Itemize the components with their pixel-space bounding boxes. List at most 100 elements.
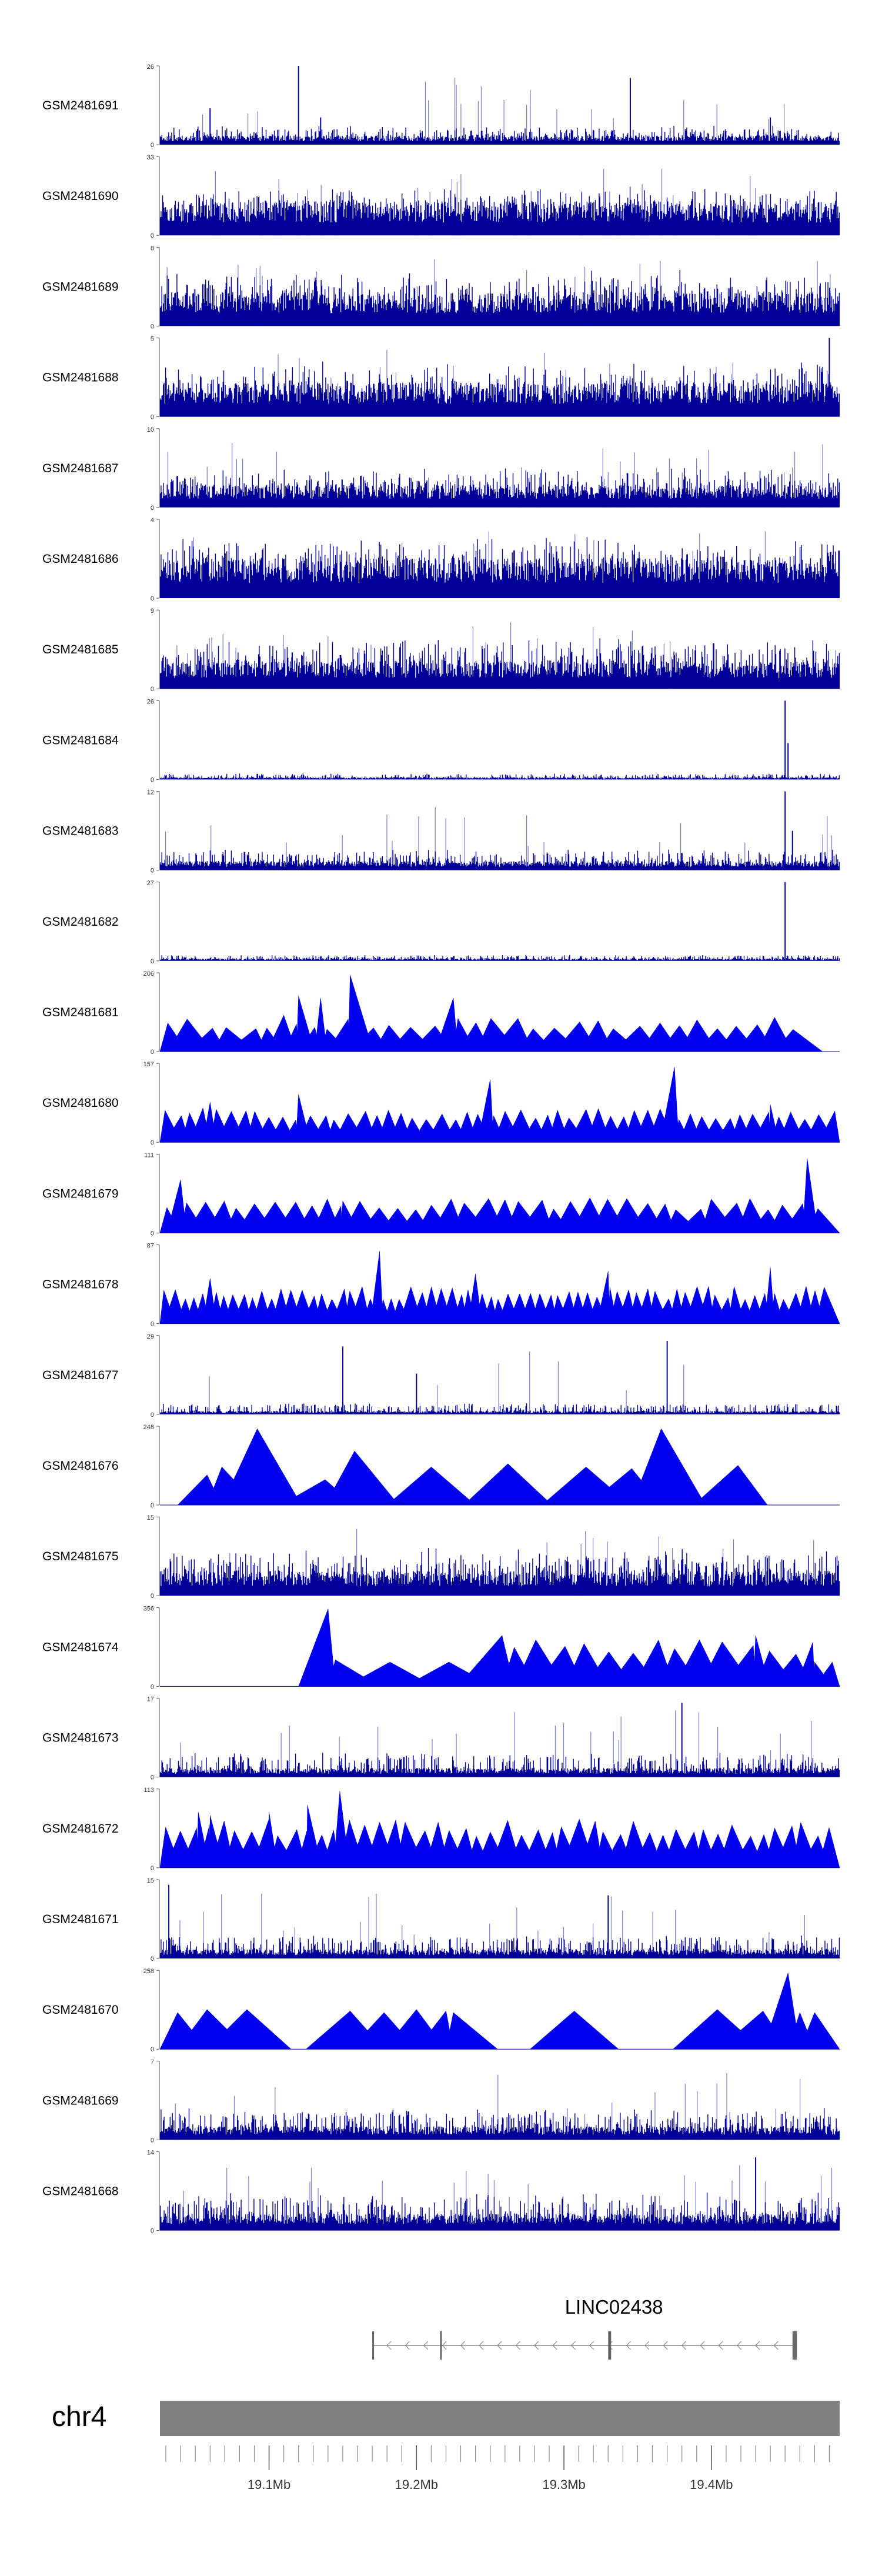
track-GSM2481683: GSM2481683 12 0 [42,789,840,875]
strand-chevron [700,2341,705,2350]
y-tick-label-max: 15 [147,1514,154,1521]
signal-bars [159,2108,840,2140]
signal-spikes [209,1351,684,1414]
track-label: GSM2481687 [42,462,119,475]
y-tick-label-min: 0 [151,1956,154,1963]
track-GSM2481689: GSM2481689 8 0 [42,245,840,330]
track-label: GSM2481672 [42,1822,119,1836]
y-tick-label-max: 4 [151,517,154,524]
peak-triangle [596,1271,610,1324]
chromosome-ideogram [160,2401,840,2436]
track-GSM2481680: GSM2481680 157 0 [42,1061,840,1146]
peak-triangle [463,1463,553,1506]
y-tick-label-max: 26 [147,698,154,705]
strand-chevron [442,2341,447,2350]
y-tick-label-max: 5 [151,336,154,343]
y-tick-label-min: 0 [151,1683,154,1690]
track-GSM2481674: GSM2481674 356 0 [42,1605,840,1690]
track-label: GSM2481671 [42,1913,119,1926]
y-tick-label-min: 0 [151,2046,154,2053]
peak-triangle [325,1450,399,1506]
y-tick-label-min: 0 [151,776,154,783]
track-GSM2481687: GSM2481687 10 0 [42,426,840,512]
y-tick-label-min: 0 [151,2228,154,2235]
y-tick-label-max: 248 [143,1424,154,1431]
y-tick-label-max: 111 [144,1152,154,1159]
track-label: GSM2481689 [42,280,119,293]
track-label: GSM2481674 [42,1640,119,1654]
track-GSM2481677: GSM2481677 29 0 [42,1333,840,1419]
track-GSM2481690: GSM2481690 33 0 [42,154,840,239]
signal-spikes [202,78,785,145]
strand-chevron [755,2341,760,2350]
y-tick-label-min: 0 [151,232,154,239]
strand-chevron [589,2341,594,2350]
y-tick-label-min: 0 [151,2137,154,2144]
strand-chevron [663,2341,668,2350]
strand-chevron [626,2341,632,2350]
peak-triangle [632,1428,706,1506]
strand-chevron [460,2341,465,2350]
peak-triangle [660,1067,679,1143]
signal-bars [159,468,840,508]
y-tick-label-max: 33 [147,154,154,161]
track-label: GSM2481679 [42,1187,119,1200]
strand-chevron [681,2341,687,2350]
track-GSM2481679: GSM2481679 111 0 [42,1152,840,1237]
peak-triangle [298,1609,336,1687]
strand-chevron [644,2341,650,2350]
signal-bars [159,270,840,326]
y-tick-label-max: 87 [147,1243,154,1250]
y-tick-label-min: 0 [151,142,154,149]
y-tick-label-max: 12 [147,789,154,796]
track-label: GSM2481688 [42,371,119,385]
chromosome-label: chr4 [52,2401,106,2432]
y-tick-label-min: 0 [151,867,154,875]
strand-chevron [718,2341,723,2350]
y-tick-label-max: 15 [147,1877,154,1884]
track-GSM2481670: GSM2481670 258 0 [42,1968,840,2053]
track-GSM2481681: GSM2481681 206 0 [42,970,840,1056]
strand-chevron [773,2341,779,2350]
track-GSM2481684: GSM2481684 26 0 [42,698,840,783]
y-tick-label-min: 0 [151,1502,154,1509]
peak-triangle [693,1465,768,1506]
strand-chevron [515,2341,521,2350]
peak-triangle [446,2012,498,2050]
track-GSM2481673: GSM2481673 17 0 [42,1696,840,1781]
x-tick-label: 19.4Mb [690,2477,733,2492]
track-GSM2481691: GSM2481691 26 0 [42,64,840,149]
y-tick-label-min: 0 [151,1412,154,1419]
strand-chevron [570,2341,576,2350]
track-label: GSM2481680 [42,1096,119,1110]
y-tick-label-min: 0 [151,505,154,512]
y-tick-label-min: 0 [151,686,154,693]
track-label: GSM2481676 [42,1459,119,1473]
strand-chevron [479,2341,484,2350]
track-GSM2481686: GSM2481686 4 0 [42,517,840,602]
y-tick-label-max: 157 [143,1061,154,1068]
y-tick-label-min: 0 [151,1230,154,1237]
y-tick-label-min: 0 [151,595,154,602]
y-tick-label-max: 17 [147,1696,154,1703]
signal-spikes [175,2073,801,2140]
signal-spikes [180,1710,812,1777]
track-label: GSM2481684 [42,733,119,747]
track-label: GSM2481683 [42,825,119,838]
signal-bars [159,773,840,780]
x-tick-label: 19.3Mb [542,2477,585,2492]
signal-spikes [179,1894,805,1958]
y-tick-label-max: 26 [147,64,154,71]
track-GSM2481682: GSM2481682 27 0 [42,880,840,965]
track-label: GSM2481673 [42,1731,119,1745]
signal-bars [159,361,840,417]
track-GSM2481668: GSM2481668 14 0 [42,2150,840,2235]
signal-bars [159,1403,840,1414]
signal-bars [159,1753,840,1777]
y-tick-label-min: 0 [151,1139,154,1146]
track-GSM2481672: GSM2481672 113 0 [42,1787,840,1872]
genome-axis: chr4 19.1Mb 19.2Mb 19.3Mb 19.4Mb [52,2401,840,2492]
signal-bars [159,638,840,689]
track-label: GSM2481668 [42,2185,119,2198]
